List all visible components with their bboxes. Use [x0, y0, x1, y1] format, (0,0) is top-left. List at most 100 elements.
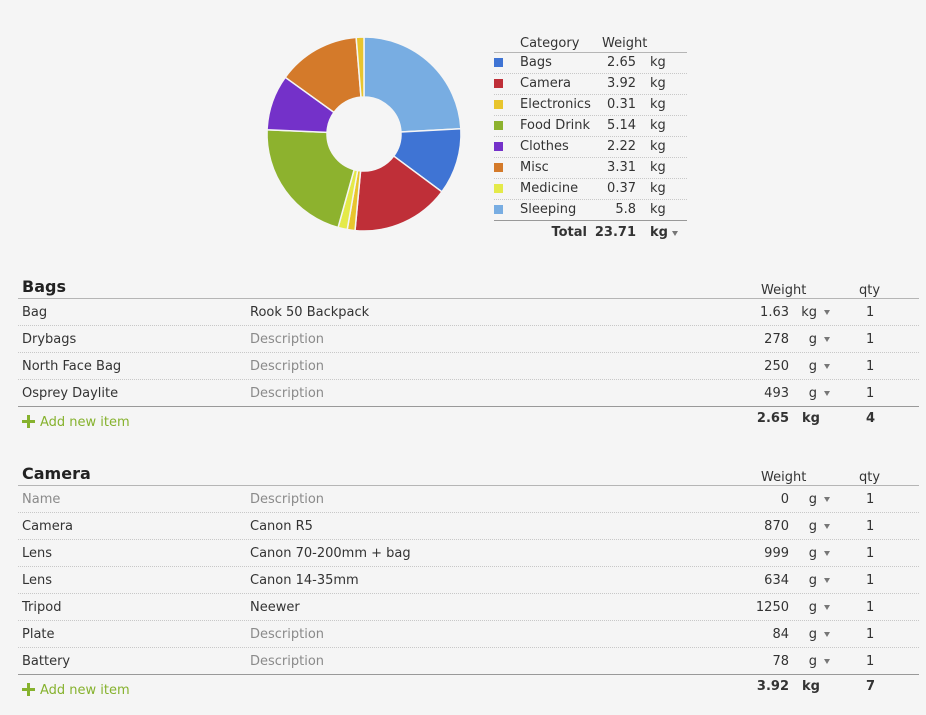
summary-row-electronics[interactable]: Electronics 0.31 kg: [494, 95, 687, 116]
item-unit[interactable]: g: [808, 359, 817, 374]
list-item[interactable]: Plate Description 84 g 1: [18, 621, 919, 648]
item-qty[interactable]: 1: [866, 305, 875, 320]
donut-slice-food-drink[interactable]: [266, 128, 356, 229]
item-unit[interactable]: g: [808, 573, 817, 588]
list-item[interactable]: Lens Canon 14-35mm 634 g 1: [18, 567, 919, 594]
category-title[interactable]: Camera: [22, 464, 91, 483]
item-description[interactable]: Description: [250, 332, 325, 347]
summary-row-medicine[interactable]: Medicine 0.37 kg: [494, 179, 687, 200]
donut-slice-camera[interactable]: [354, 155, 443, 232]
list-item[interactable]: Bag Rook 50 Backpack 1.63 kg 1: [18, 299, 919, 326]
item-weight[interactable]: 634: [764, 573, 789, 588]
item-description[interactable]: Canon 14-35mm: [250, 573, 359, 588]
item-description[interactable]: Rook 50 Backpack: [250, 305, 370, 320]
summary-row-bags[interactable]: Bags 2.65 kg: [494, 53, 687, 74]
item-qty[interactable]: 1: [866, 492, 875, 507]
camera-color-swatch: [494, 79, 503, 88]
item-weight[interactable]: 493: [764, 386, 789, 401]
item-name[interactable]: Drybags: [22, 332, 77, 347]
plus-icon: [22, 683, 35, 696]
item-weight[interactable]: 870: [764, 519, 789, 534]
summary-row-camera[interactable]: Camera 3.92 kg: [494, 74, 687, 95]
item-description[interactable]: Neewer: [250, 600, 300, 615]
list-item[interactable]: Camera Canon R5 870 g 1: [18, 513, 919, 540]
add-new-item-button[interactable]: Add new item: [22, 683, 130, 698]
item-qty[interactable]: 1: [866, 386, 875, 401]
item-name[interactable]: Lens: [22, 573, 53, 588]
item-name[interactable]: Bag: [22, 305, 48, 320]
item-weight[interactable]: 250: [764, 359, 789, 374]
item-description[interactable]: Canon R5: [250, 519, 313, 534]
donut-slice-electronics[interactable]: [355, 36, 365, 98]
item-description[interactable]: Description: [250, 359, 325, 374]
list-item[interactable]: Lens Canon 70-200mm + bag 999 g 1: [18, 540, 919, 567]
item-name[interactable]: Battery: [22, 654, 71, 669]
item-name[interactable]: Plate: [22, 627, 55, 642]
list-item[interactable]: North Face Bag Description 250 g 1: [18, 353, 919, 380]
summary-category: Camera: [520, 76, 572, 91]
category-title[interactable]: Bags: [22, 277, 66, 296]
unit-dropdown-icon[interactable]: [824, 605, 830, 610]
item-name[interactable]: Camera: [22, 519, 74, 534]
unit-dropdown-icon[interactable]: [824, 632, 830, 637]
summary-row-food-drink[interactable]: Food Drink 5.14 kg: [494, 116, 687, 137]
item-unit[interactable]: g: [808, 492, 817, 507]
item-qty[interactable]: 1: [866, 600, 875, 615]
donut-slice-sleeping[interactable]: [363, 36, 462, 133]
item-weight[interactable]: 78: [772, 654, 789, 669]
unit-dropdown-icon[interactable]: [824, 497, 830, 502]
item-name[interactable]: Tripod: [22, 600, 62, 615]
summary-row-sleeping[interactable]: Sleeping 5.8 kg: [494, 200, 687, 221]
list-item[interactable]: Battery Description 78 g 1: [18, 648, 919, 675]
item-description[interactable]: Description: [250, 386, 325, 401]
list-item[interactable]: Tripod Neewer 1250 g 1: [18, 594, 919, 621]
item-qty[interactable]: 1: [866, 546, 875, 561]
summary-row-clothes[interactable]: Clothes 2.22 kg: [494, 137, 687, 158]
item-weight[interactable]: 1.63: [760, 305, 789, 320]
item-weight[interactable]: 999: [764, 546, 789, 561]
item-unit[interactable]: g: [808, 546, 817, 561]
list-item[interactable]: Name Description 0 g 1: [18, 486, 919, 513]
item-name[interactable]: North Face Bag: [22, 359, 122, 374]
item-name[interactable]: Name: [22, 492, 61, 507]
category-total-unit: kg: [802, 679, 820, 694]
item-unit[interactable]: g: [808, 654, 817, 669]
item-qty[interactable]: 1: [866, 359, 875, 374]
item-description[interactable]: Description: [250, 492, 325, 507]
item-weight[interactable]: 278: [764, 332, 789, 347]
unit-dropdown-icon[interactable]: [824, 659, 830, 664]
item-unit[interactable]: g: [808, 519, 817, 534]
item-description[interactable]: Description: [250, 627, 325, 642]
unit-dropdown-icon[interactable]: [824, 364, 830, 369]
item-qty[interactable]: 1: [866, 519, 875, 534]
unit-dropdown-icon[interactable]: [824, 551, 830, 556]
item-weight[interactable]: 0: [780, 492, 789, 507]
item-description[interactable]: Description: [250, 654, 325, 669]
unit-dropdown-icon[interactable]: [824, 578, 830, 583]
item-unit[interactable]: g: [808, 627, 817, 642]
summary-row-misc[interactable]: Misc 3.31 kg: [494, 158, 687, 179]
item-qty[interactable]: 1: [866, 627, 875, 642]
item-name[interactable]: Lens: [22, 546, 53, 561]
add-new-item-label: Add new item: [40, 415, 130, 430]
unit-dropdown-icon[interactable]: [824, 310, 830, 315]
category-total-qty: 7: [866, 679, 876, 694]
unit-dropdown-icon[interactable]: [824, 391, 830, 396]
item-unit[interactable]: kg: [801, 305, 817, 320]
unit-dropdown-icon[interactable]: [824, 524, 830, 529]
item-description[interactable]: Canon 70-200mm + bag: [250, 546, 411, 561]
list-item[interactable]: Drybags Description 278 g 1: [18, 326, 919, 353]
item-weight[interactable]: 84: [772, 627, 789, 642]
total-unit-dropdown-icon[interactable]: [672, 231, 678, 236]
item-name[interactable]: Osprey Daylite: [22, 386, 119, 401]
item-qty[interactable]: 1: [866, 332, 875, 347]
list-item[interactable]: Osprey Daylite Description 493 g 1: [18, 380, 919, 407]
unit-dropdown-icon[interactable]: [824, 337, 830, 342]
item-unit[interactable]: g: [808, 332, 817, 347]
item-unit[interactable]: g: [808, 386, 817, 401]
item-unit[interactable]: g: [808, 600, 817, 615]
item-weight[interactable]: 1250: [755, 600, 789, 615]
item-qty[interactable]: 1: [866, 654, 875, 669]
item-qty[interactable]: 1: [866, 573, 875, 588]
add-new-item-button[interactable]: Add new item: [22, 415, 130, 430]
